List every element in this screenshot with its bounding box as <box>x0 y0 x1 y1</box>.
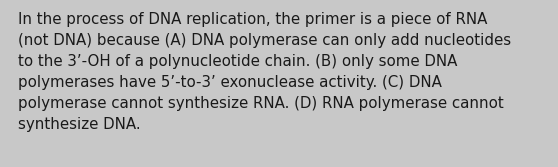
Text: In the process of DNA replication, the primer is a piece of RNA
(not DNA) becaus: In the process of DNA replication, the p… <box>18 12 511 132</box>
